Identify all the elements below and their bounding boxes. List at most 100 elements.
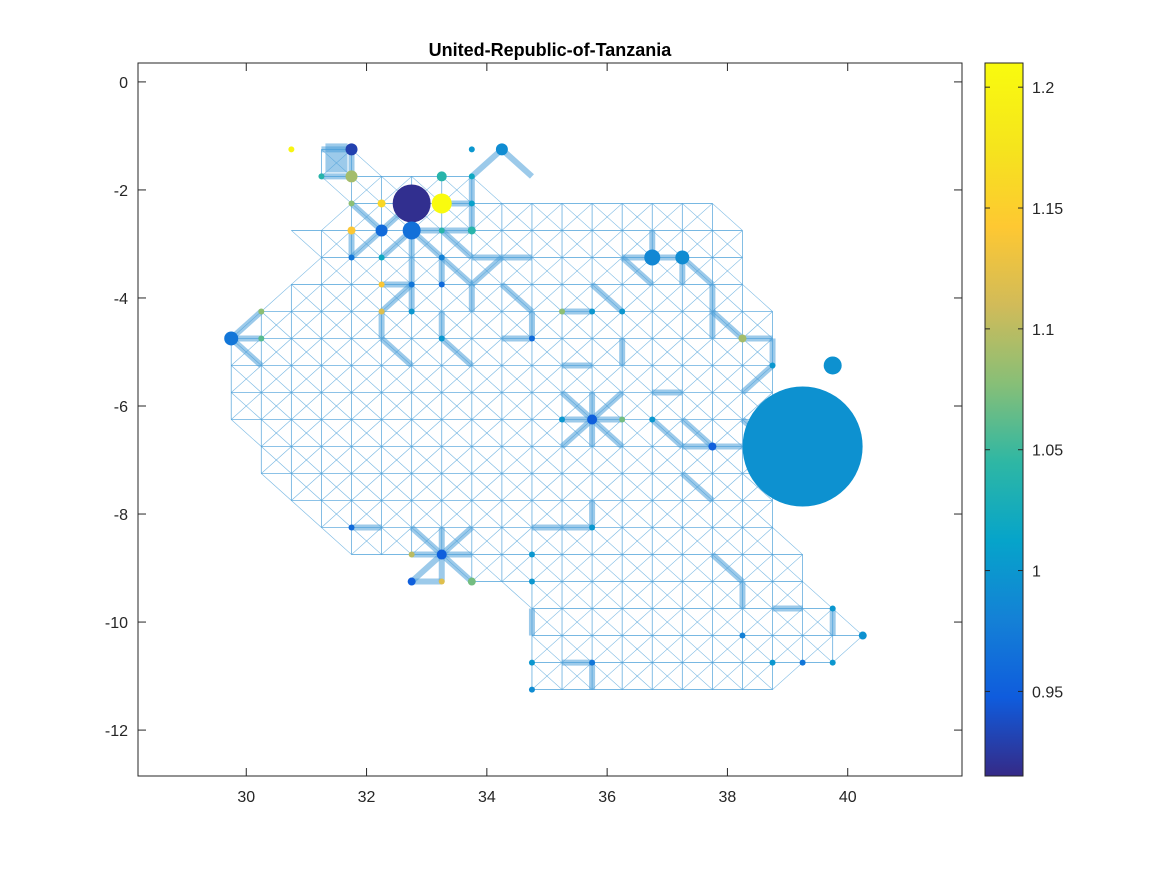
network-edge xyxy=(441,365,473,393)
network-edge-heavy xyxy=(620,255,655,287)
network-edge xyxy=(261,365,292,393)
network-edge xyxy=(682,500,713,528)
network-edge xyxy=(471,527,503,555)
data-point xyxy=(738,334,747,343)
data-point xyxy=(799,659,806,666)
network-edge xyxy=(321,365,352,393)
data-point xyxy=(348,254,355,261)
network-edge-heavy xyxy=(439,228,474,260)
network-edge xyxy=(321,257,352,285)
network-edge xyxy=(802,635,833,663)
network-edge xyxy=(441,500,473,528)
network-edge xyxy=(321,176,352,204)
network-edge xyxy=(351,311,382,339)
network-edge xyxy=(321,419,352,447)
data-point xyxy=(468,200,475,207)
network-edge xyxy=(621,365,653,393)
network-edge xyxy=(621,473,653,501)
network-edge xyxy=(652,608,683,636)
network-edge xyxy=(561,473,593,501)
network-edge xyxy=(231,392,262,420)
data-point xyxy=(467,226,476,235)
network-edge xyxy=(591,500,623,528)
network-edge xyxy=(712,230,743,258)
network-edge xyxy=(802,608,833,636)
data-point xyxy=(402,221,421,240)
network-edge-heavy xyxy=(650,417,685,449)
network-edge xyxy=(291,311,322,339)
network-edge xyxy=(531,203,563,231)
network-edge xyxy=(471,554,503,582)
network-edge xyxy=(712,419,743,447)
data-point xyxy=(468,173,475,180)
network-edge xyxy=(621,203,653,231)
network-edge xyxy=(531,257,563,285)
network-edge xyxy=(531,311,563,339)
network-edge xyxy=(682,554,713,582)
colorbar-axis: 1.2 1.15 1.1 1.05 1 0.95 xyxy=(985,80,1063,701)
y-tick-label: -8 xyxy=(114,507,128,524)
network-edge xyxy=(772,608,803,636)
network-edge xyxy=(712,257,743,285)
network-edge xyxy=(712,662,743,690)
network-edge xyxy=(652,635,683,663)
data-point xyxy=(858,631,867,640)
network-edge xyxy=(291,338,322,366)
network-edge xyxy=(261,338,292,366)
network-edge xyxy=(652,446,683,474)
data-point xyxy=(378,308,385,315)
network-edge xyxy=(652,338,683,366)
network-edge xyxy=(561,446,593,474)
data-point xyxy=(408,551,415,558)
network-edge xyxy=(381,257,412,285)
network-edge xyxy=(501,473,533,501)
colorbar-tick-label: 1.2 xyxy=(1032,80,1054,97)
network-edge-heavy xyxy=(560,417,595,449)
data-point xyxy=(468,146,475,153)
network-edge xyxy=(652,527,683,555)
network-edge xyxy=(742,338,773,366)
network-edge xyxy=(621,419,653,447)
network-edge xyxy=(712,338,743,366)
data-point xyxy=(378,281,385,288)
network-edge xyxy=(682,446,713,474)
network-edge xyxy=(441,203,473,231)
data-point xyxy=(438,281,445,288)
network-edge xyxy=(621,635,653,663)
network-edge xyxy=(351,473,382,501)
network-edge xyxy=(231,419,262,447)
data-point xyxy=(742,386,863,507)
network-edge xyxy=(652,284,683,312)
network-edge xyxy=(291,473,322,501)
network-edge xyxy=(712,203,743,231)
data-point xyxy=(769,659,776,666)
data-point xyxy=(438,227,445,234)
data-point xyxy=(348,200,355,207)
network-edge xyxy=(411,392,442,420)
network-edge-heavy xyxy=(590,390,625,422)
network-edge xyxy=(561,581,593,609)
network-edge xyxy=(471,446,503,474)
network-edge xyxy=(802,581,833,609)
network-edge xyxy=(261,473,292,501)
network-edge xyxy=(742,311,773,339)
network-edge xyxy=(321,392,352,420)
network-edge xyxy=(621,662,653,690)
network-edge-heavy xyxy=(590,282,625,314)
network-edge xyxy=(591,581,623,609)
network-edge xyxy=(531,446,563,474)
network-edge xyxy=(351,149,382,177)
network-edge xyxy=(682,662,713,690)
data-point xyxy=(559,416,566,423)
network-edge-heavy xyxy=(469,255,504,287)
network-edge xyxy=(501,527,533,555)
network-edge xyxy=(261,419,292,447)
network-edge xyxy=(621,230,653,258)
y-axis: 0 -2 -4 -6 -8 -10 -12 xyxy=(105,75,962,740)
network-edge xyxy=(381,392,412,420)
network-edge xyxy=(591,662,623,690)
network-edge xyxy=(832,635,863,663)
data-point xyxy=(829,605,836,612)
network-edge xyxy=(682,365,713,393)
network-edge xyxy=(471,230,503,258)
